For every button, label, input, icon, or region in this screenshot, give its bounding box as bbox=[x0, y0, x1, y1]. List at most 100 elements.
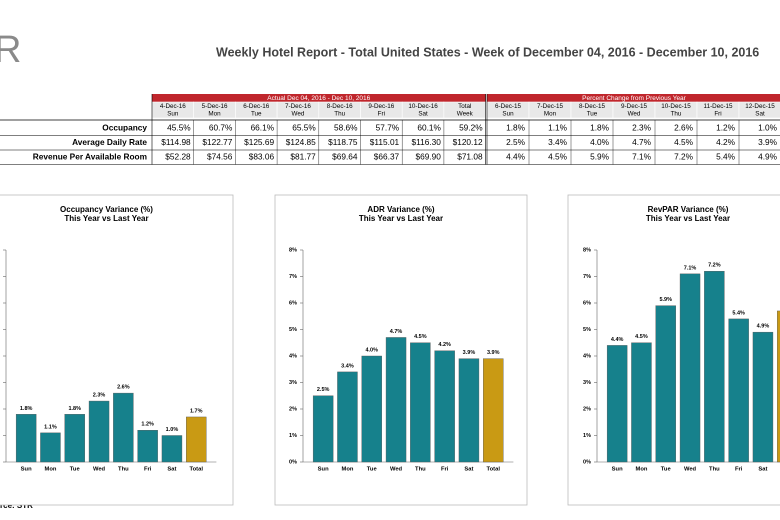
bar bbox=[137, 430, 158, 463]
value-label: 2.5% bbox=[317, 387, 330, 393]
cell: 1.8% bbox=[506, 122, 526, 132]
bar bbox=[337, 371, 358, 463]
cell: $81.77 bbox=[290, 151, 316, 161]
cell: 2.5% bbox=[506, 137, 526, 147]
x-tick-label: Sun bbox=[21, 467, 32, 473]
x-tick-label: Sat bbox=[464, 467, 473, 473]
bar bbox=[752, 331, 774, 463]
bar bbox=[631, 342, 652, 463]
value-label: 4.5% bbox=[635, 334, 648, 340]
x-tick-label: Mon bbox=[635, 467, 647, 473]
value-label: 2.6% bbox=[117, 385, 130, 391]
row-label: Average Daily Rate bbox=[72, 137, 147, 147]
bar bbox=[64, 414, 85, 463]
column-date: 8-Dec-15 bbox=[579, 103, 605, 110]
cell: 45.5% bbox=[167, 122, 191, 132]
value-label: 7.1% bbox=[684, 265, 697, 271]
x-tick-label: Mon bbox=[341, 467, 353, 473]
column-day: Sat bbox=[418, 111, 428, 118]
value-label: 4.5% bbox=[414, 334, 427, 340]
cell: $71.08 bbox=[457, 151, 483, 161]
report-title: Weekly Hotel Report - Total United State… bbox=[216, 45, 759, 59]
value-label: 4.9% bbox=[757, 324, 770, 330]
cell: 2.3% bbox=[632, 122, 652, 132]
cell: $74.56 bbox=[207, 151, 233, 161]
bar bbox=[361, 355, 382, 463]
x-tick-label: Tue bbox=[367, 467, 378, 473]
cell: $118.75 bbox=[328, 137, 358, 147]
cell: $69.64 bbox=[332, 151, 358, 161]
group-header: Percent Change from Previous Year bbox=[582, 95, 687, 102]
column-date: 12-Dec-15 bbox=[745, 103, 775, 110]
column-day: Thu bbox=[334, 111, 345, 118]
cell: $69.90 bbox=[416, 151, 442, 161]
y-tick-label: 7% bbox=[289, 274, 297, 280]
bar bbox=[186, 416, 207, 463]
cell: 1.0% bbox=[758, 122, 778, 132]
bar bbox=[483, 358, 504, 463]
x-tick-label: Thu bbox=[118, 467, 129, 473]
value-label: 5.9% bbox=[659, 297, 672, 303]
value-label: 3.9% bbox=[463, 350, 476, 356]
value-label: 1.8% bbox=[20, 406, 33, 412]
group-header: Actual Dec 04, 2016 - Dec 10, 2016 bbox=[267, 95, 370, 102]
column-date: 9-Dec-16 bbox=[368, 103, 394, 110]
x-tick-label: Total bbox=[487, 467, 501, 473]
column-date: 7-Dec-15 bbox=[537, 103, 563, 110]
column-date: Total bbox=[458, 103, 471, 110]
cell: 66.1% bbox=[251, 122, 275, 132]
x-tick-label: Sat bbox=[758, 467, 767, 473]
x-tick-label: Fri bbox=[441, 467, 449, 473]
value-label: 1.7% bbox=[190, 408, 203, 414]
cell: 4.9% bbox=[758, 151, 778, 161]
chart-title: RevPAR Variance (%) bbox=[648, 205, 729, 214]
column-day: Week bbox=[457, 111, 474, 118]
y-tick-label: 6% bbox=[289, 300, 297, 306]
column-date: 9-Dec-15 bbox=[621, 103, 647, 110]
cell: $83.06 bbox=[249, 151, 275, 161]
x-tick-label: Mon bbox=[44, 467, 56, 473]
value-label: 4.7% bbox=[390, 329, 403, 335]
column-date: 8-Dec-16 bbox=[327, 103, 353, 110]
value-label: 4.0% bbox=[365, 347, 378, 353]
cell: 4.0% bbox=[590, 137, 610, 147]
bar bbox=[704, 271, 725, 463]
column-date: 6-Dec-16 bbox=[243, 103, 269, 110]
x-tick-label: Sun bbox=[318, 467, 329, 473]
cell: 3.9% bbox=[758, 137, 778, 147]
x-tick-label: Tue bbox=[661, 467, 672, 473]
chart-title: Occupancy Variance (%) bbox=[60, 205, 153, 214]
cell: 4.5% bbox=[548, 151, 568, 161]
cell: $115.01 bbox=[370, 137, 400, 147]
cell: 57.7% bbox=[376, 122, 400, 132]
cell: 60.1% bbox=[417, 122, 441, 132]
value-label: 4.2% bbox=[438, 342, 451, 348]
y-tick-label: 4% bbox=[289, 353, 297, 359]
column-day: Sat bbox=[755, 111, 765, 118]
value-label: 5.4% bbox=[732, 310, 745, 316]
cell: 60.7% bbox=[209, 122, 233, 132]
header-cell bbox=[738, 101, 780, 119]
chart-title: ADR Variance (%) bbox=[367, 205, 434, 214]
column-date: 6-Dec-15 bbox=[495, 103, 521, 110]
bar bbox=[88, 400, 110, 463]
bar bbox=[434, 350, 455, 463]
x-tick-label: Sat bbox=[167, 467, 176, 473]
cell: 7.2% bbox=[674, 151, 694, 161]
logo: R bbox=[0, 29, 21, 71]
bar bbox=[15, 414, 37, 463]
cell: 5.9% bbox=[590, 151, 610, 161]
bar bbox=[385, 337, 407, 463]
y-tick-label: 8% bbox=[583, 247, 591, 253]
y-tick-label: 5% bbox=[583, 327, 591, 333]
cell: 4.2% bbox=[716, 137, 736, 147]
cell: 58.6% bbox=[334, 122, 358, 132]
cell: 65.5% bbox=[292, 122, 316, 132]
cell: 1.1% bbox=[548, 122, 568, 132]
column-date: 4-Dec-16 bbox=[160, 103, 186, 110]
row-label: Revenue Per Available Room bbox=[33, 151, 147, 161]
cell: $52.28 bbox=[165, 151, 191, 161]
x-tick-label: Total bbox=[190, 467, 204, 473]
